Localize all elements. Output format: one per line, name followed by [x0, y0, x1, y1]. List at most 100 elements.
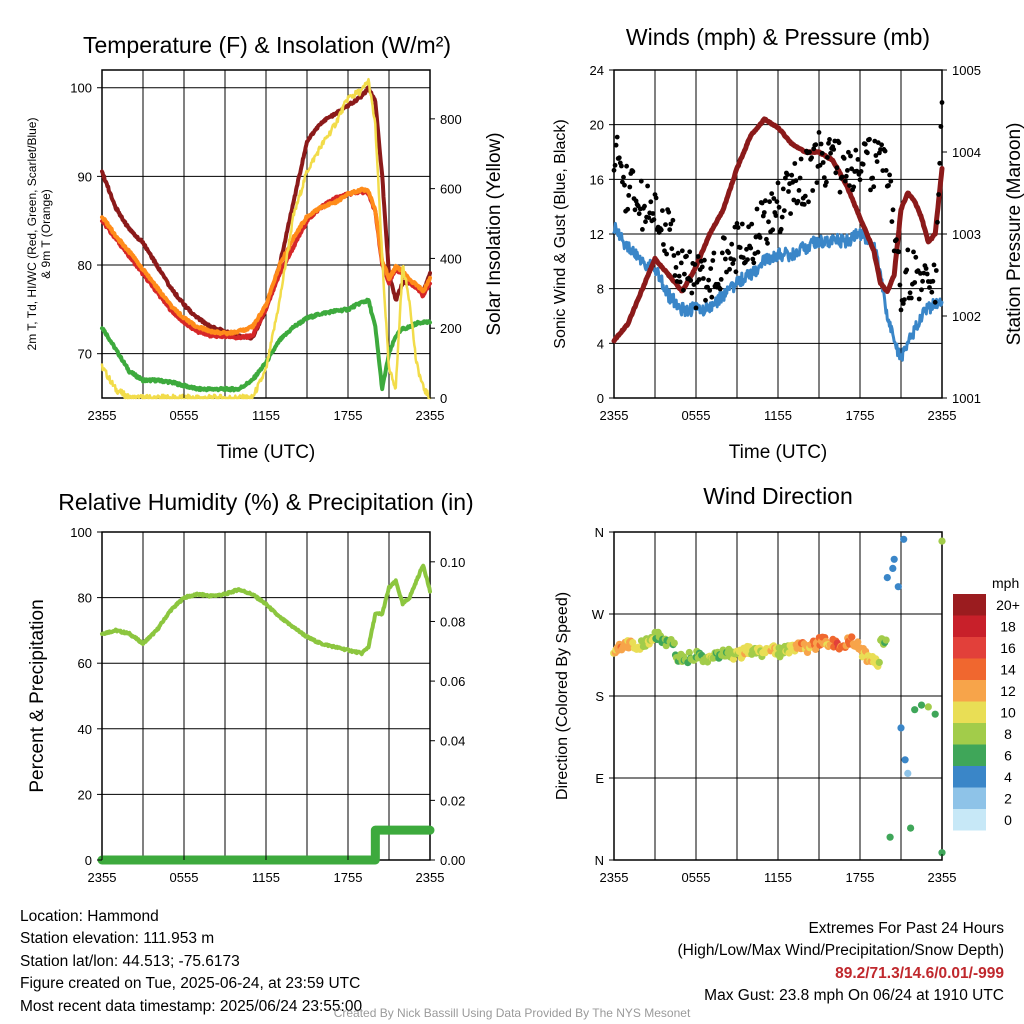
gust-point — [668, 221, 674, 227]
gust-point — [673, 265, 679, 270]
wind-direction-point — [889, 564, 897, 573]
x-tick-label: 1155 — [764, 870, 792, 885]
direction-y-left-label: Direction (Colored By Speed) — [554, 592, 571, 800]
gust-point — [874, 159, 880, 165]
gust-point — [619, 163, 624, 169]
gust-point — [731, 257, 737, 263]
colorbar-label: 18 — [1000, 619, 1016, 635]
gust-point — [670, 217, 676, 223]
x-tick-label: 2355 — [416, 870, 445, 885]
colorbar-swatch — [953, 680, 986, 702]
colorbar-swatch — [953, 615, 986, 637]
gust-point — [849, 166, 854, 172]
gust-point — [669, 246, 675, 252]
gust-point — [643, 219, 648, 225]
colorbar-swatch — [953, 701, 986, 723]
temperature-panel: Temperature (F) & Insolation (W/m²) 2355… — [25, 32, 505, 463]
gust-point — [873, 153, 879, 158]
gust-point — [932, 299, 938, 305]
gust-point — [750, 256, 756, 262]
x-tick-label: 2355 — [88, 408, 117, 423]
gust-point — [734, 221, 740, 226]
max-gust: Max Gust: 23.8 mph On 06/24 at 1910 UTC — [704, 987, 1004, 1005]
y-tick-label: 80 — [78, 591, 92, 606]
y2-tick-label: 1005 — [952, 63, 981, 78]
y-tick-label: 4 — [597, 336, 604, 351]
gust-point — [621, 174, 626, 180]
gust-point — [767, 199, 772, 205]
wind-direction-point — [812, 645, 820, 654]
gust-point — [730, 261, 736, 266]
wind-direction-point — [924, 703, 932, 711]
gust-point — [904, 267, 910, 273]
gust-point — [785, 172, 790, 178]
gust-point — [845, 168, 850, 173]
station-elevation: Station elevation: 111.953 m — [20, 930, 215, 948]
figure-created: Figure created on Tue, 2025-06-24, at 23… — [20, 975, 361, 993]
gust-point — [677, 279, 683, 285]
winds-title: Winds (mph) & Pressure (mb) — [626, 24, 930, 50]
gust-point — [744, 246, 749, 252]
gust-point — [722, 235, 727, 241]
gust-point — [724, 269, 729, 275]
colorbar-swatch — [953, 594, 986, 616]
gust-point — [828, 150, 833, 156]
gust-point — [622, 182, 627, 188]
direction-panel: Wind Direction 2355 0555 1155 1755 2355 N E S W N… — [554, 483, 1020, 885]
y-tick-label: 8 — [597, 282, 604, 297]
gust-point — [801, 202, 807, 207]
gust-point — [816, 130, 822, 135]
x-tick-label: 2355 — [928, 408, 957, 423]
x-tick-label: 0555 — [170, 870, 199, 885]
colorbar-swatch — [953, 723, 986, 745]
gust-point — [847, 183, 852, 189]
y-tick-label: 0 — [597, 391, 604, 406]
winds-y-right-label: Station Pressure (Maroon) — [1004, 123, 1024, 346]
colorbar-swatch — [953, 809, 986, 831]
gust-point — [771, 196, 777, 201]
gust-point — [889, 219, 895, 225]
gust-point — [792, 161, 798, 166]
gust-point — [773, 213, 779, 219]
wind-direction-point — [670, 639, 678, 647]
wind-direction-point — [938, 849, 946, 857]
x-tick-label: 2355 — [416, 408, 445, 423]
y-tick-label: 80 — [78, 258, 92, 273]
gust-point — [923, 266, 929, 271]
gust-point — [640, 227, 645, 232]
gust-point — [672, 273, 678, 278]
gust-point — [929, 289, 935, 295]
gust-point — [776, 204, 782, 210]
gust-point — [858, 169, 864, 174]
gust-point — [709, 294, 715, 300]
colorbar-swatch — [953, 787, 986, 809]
humidity-y-left-label: Percent & Precipitation — [27, 599, 48, 792]
gust-point — [894, 237, 899, 243]
y2-tick-label: 0.08 — [440, 614, 465, 629]
gust-point — [865, 150, 870, 156]
gust-point — [791, 197, 797, 203]
gust-point — [795, 198, 801, 204]
gust-point — [938, 124, 944, 129]
gust-point — [937, 160, 943, 166]
gust-point — [814, 180, 820, 186]
y2-tick-label: 0.10 — [440, 555, 465, 570]
wind-direction-point — [897, 724, 905, 732]
extremes-values: 89.2/71.3/14.6/0.01/-999 — [835, 964, 1004, 982]
gust-point — [820, 160, 826, 165]
colorbar-label: 0 — [1004, 812, 1012, 828]
gust-point — [853, 147, 859, 153]
y-tick-label: N — [595, 853, 604, 868]
gust-point — [749, 221, 755, 227]
gust-point — [735, 225, 741, 230]
gust-point — [793, 178, 799, 184]
gust-point — [888, 178, 894, 184]
gust-point — [658, 227, 664, 233]
gust-point — [693, 305, 699, 311]
extremes-title: Extremes For Past 24 Hours — [808, 920, 1004, 937]
gust-point — [757, 235, 763, 240]
gust-point — [833, 170, 839, 176]
gust-point — [718, 277, 724, 282]
gust-point — [755, 249, 761, 255]
